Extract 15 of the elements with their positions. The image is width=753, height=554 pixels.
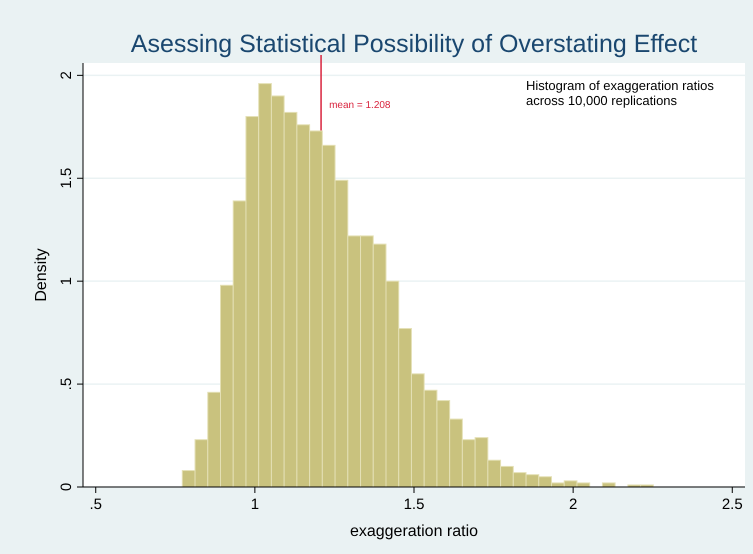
y-tick-label: 1 [58,277,75,286]
chart-title: Asessing Statistical Possibility of Overstating Effect [130,30,698,58]
y-axis-title: Density [33,248,50,302]
x-axis-title: exaggeration ratio [350,523,478,540]
y-tick-label: 1.5 [58,168,75,189]
ref-line-label: mean = 1.208 [329,100,391,111]
x-tick-label: 2 [568,496,578,513]
x-tick-label: 1 [250,496,260,513]
y-tick-label: .5 [58,378,75,390]
x-tick-label: 2.5 [722,496,743,513]
y-tick-label: 2 [58,71,75,80]
x-tick-label: 1.5 [404,496,424,513]
y-tick-label: 0 [58,482,75,492]
x-tick-label: .5 [89,496,102,513]
annotation: Histogram of exaggeration ratios across 10,000 replications [526,78,714,108]
